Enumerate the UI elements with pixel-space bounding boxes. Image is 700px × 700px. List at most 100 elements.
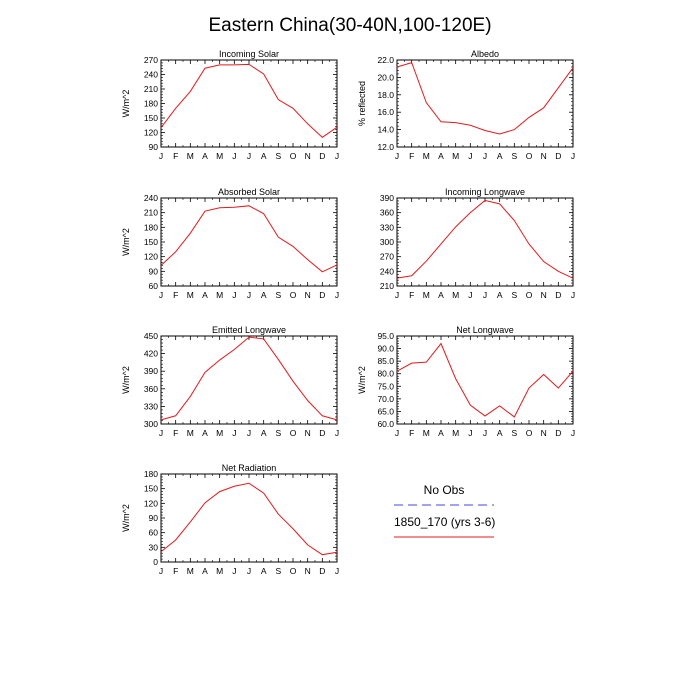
legend: No Obs 1850_170 (yrs 3-6)	[394, 483, 495, 538]
x-tick-label: J	[159, 290, 163, 300]
x-tick-label: N	[305, 428, 311, 438]
x-tick-label: J	[232, 428, 236, 438]
x-tick-label: O	[290, 566, 297, 576]
x-tick-label: D	[555, 151, 561, 161]
y-tick-label: 95.0	[377, 331, 394, 341]
x-tick-label: J	[468, 428, 472, 438]
x-tick-label: A	[202, 290, 208, 300]
x-tick-label: J	[468, 290, 472, 300]
series-line	[396, 342, 574, 418]
panel-title: Incoming Solar	[219, 49, 279, 59]
series-line	[160, 482, 338, 556]
x-tick-label: N	[305, 290, 311, 300]
y-tick-label: 60	[149, 528, 159, 538]
plot-frame	[396, 335, 574, 425]
y-tick-label: 120	[144, 498, 158, 508]
y-tick-label: 210	[144, 84, 158, 94]
y-tick-label: 240	[144, 193, 158, 203]
y-tick-label: 300	[144, 419, 158, 429]
y-tick-label: 360	[380, 208, 394, 218]
y-tick-label: 14.0	[377, 125, 394, 135]
x-tick-label: M	[423, 290, 430, 300]
y-tick-label: 150	[144, 484, 158, 494]
x-tick-label: A	[261, 428, 267, 438]
x-tick-label: A	[438, 151, 444, 161]
x-tick-label: N	[541, 290, 547, 300]
y-axis-label: W/m^2	[357, 366, 367, 394]
x-tick-label: S	[275, 566, 281, 576]
x-tick-label: D	[319, 566, 325, 576]
y-tick-label: 180	[144, 222, 158, 232]
y-tick-label: 16.0	[377, 107, 394, 117]
x-tick-label: O	[526, 290, 533, 300]
x-tick-label: J	[571, 428, 575, 438]
x-tick-label: O	[290, 428, 297, 438]
panel-title: Net Longwave	[456, 325, 514, 335]
x-tick-label: S	[275, 151, 281, 161]
plot-frame	[396, 197, 574, 287]
y-tick-label: 18.0	[377, 90, 394, 100]
x-tick-label: J	[335, 566, 339, 576]
x-tick-label: J	[232, 151, 236, 161]
y-tick-label: 120	[144, 252, 158, 262]
x-tick-label: A	[202, 151, 208, 161]
y-tick-label: 330	[380, 222, 394, 232]
y-tick-label: 180	[144, 469, 158, 479]
x-tick-label: F	[409, 290, 414, 300]
x-tick-label: M	[423, 428, 430, 438]
x-tick-label: F	[173, 290, 178, 300]
x-tick-label: S	[275, 428, 281, 438]
x-tick-label: M	[452, 151, 459, 161]
x-tick-label: M	[423, 151, 430, 161]
x-tick-label: A	[202, 428, 208, 438]
x-tick-label: J	[571, 290, 575, 300]
y-tick-label: 75.0	[377, 381, 394, 391]
y-tick-label: 270	[380, 252, 394, 262]
y-tick-label: 180	[144, 99, 158, 109]
x-tick-label: J	[483, 290, 487, 300]
y-tick-label: 12.0	[377, 142, 394, 152]
x-tick-label: A	[261, 290, 267, 300]
y-tick-label: 420	[144, 349, 158, 359]
y-tick-label: 90.0	[377, 344, 394, 354]
y-tick-label: 330	[144, 401, 158, 411]
y-tick-label: 240	[144, 70, 158, 80]
x-tick-label: A	[438, 290, 444, 300]
y-tick-label: 22.0	[377, 55, 394, 65]
x-tick-label: F	[173, 428, 178, 438]
x-tick-label: F	[173, 151, 178, 161]
x-tick-label: N	[541, 151, 547, 161]
x-tick-label: J	[395, 151, 399, 161]
x-tick-label: M	[187, 428, 194, 438]
y-tick-label: 210	[380, 281, 394, 291]
x-tick-label: J	[159, 566, 163, 576]
x-tick-label: J	[159, 428, 163, 438]
x-tick-label: A	[261, 566, 267, 576]
x-tick-label: F	[409, 428, 414, 438]
figure-title: Eastern China(30-40N,100-120E)	[208, 15, 491, 36]
x-tick-label: M	[187, 151, 194, 161]
x-tick-label: M	[452, 290, 459, 300]
y-tick-label: 85.0	[377, 356, 394, 366]
x-tick-label: O	[290, 151, 297, 161]
panel-title: Emitted Longwave	[212, 325, 286, 335]
panel-title: Incoming Longwave	[445, 187, 525, 197]
x-tick-label: F	[409, 151, 414, 161]
y-tick-label: 60	[149, 281, 159, 291]
y-axis-label: W/m^2	[121, 90, 131, 118]
x-tick-label: D	[319, 290, 325, 300]
y-tick-label: 210	[144, 208, 158, 218]
y-axis-label: % reflected	[357, 81, 367, 126]
y-axis-label: W/m^2	[121, 228, 131, 256]
y-tick-label: 80.0	[377, 369, 394, 379]
x-tick-label: A	[438, 428, 444, 438]
x-tick-label: O	[526, 151, 533, 161]
x-tick-label: J	[571, 151, 575, 161]
